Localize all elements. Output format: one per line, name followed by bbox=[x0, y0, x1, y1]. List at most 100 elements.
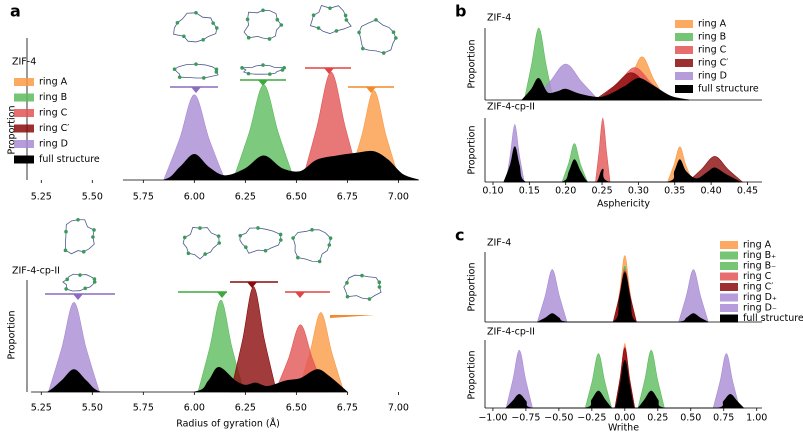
legend-label: ring B₋ bbox=[743, 261, 776, 272]
density-area bbox=[163, 94, 226, 181]
x-axis-label: Asphericity bbox=[597, 199, 650, 210]
x-tick-label: 0.40 bbox=[701, 186, 722, 197]
ring-atom bbox=[83, 286, 88, 291]
ring-structure bbox=[173, 63, 219, 79]
x-tick-label: 0.25 bbox=[647, 413, 668, 424]
ring-inset bbox=[172, 62, 219, 80]
ring-structure bbox=[64, 219, 95, 255]
ring-atom bbox=[361, 46, 365, 51]
legend-label: full structure bbox=[743, 313, 803, 324]
legend-label: full structure bbox=[698, 84, 759, 95]
chart-title: ZIF-4-cp-II bbox=[487, 102, 535, 113]
legend-swatch bbox=[14, 155, 34, 164]
ring-atom bbox=[182, 235, 187, 240]
legend-label: ring B bbox=[39, 92, 67, 103]
chart: ZIF-4-cp-II Proportion Asphericity 0.10 0.15… bbox=[467, 102, 762, 210]
chart: ZIF-4 Proportion b ring A ring B ring C ring C… bbox=[455, 2, 762, 101]
ring-atom bbox=[201, 37, 205, 42]
x-tick-label: 0.25 bbox=[591, 186, 612, 197]
ring-atom bbox=[76, 217, 80, 222]
chart-title: ZIF-4 bbox=[12, 57, 36, 68]
density-area bbox=[532, 63, 600, 101]
x-tick-label: 0.20 bbox=[555, 186, 576, 197]
ring-inset bbox=[357, 18, 398, 55]
x-tick-label: 6.75 bbox=[337, 403, 358, 414]
ring-inset bbox=[291, 228, 333, 264]
legend-swatch bbox=[675, 46, 693, 54]
ring-atom bbox=[201, 76, 206, 80]
legend-label: ring D₊ bbox=[743, 292, 777, 303]
chart-title: ZIF-4-cp-II bbox=[12, 266, 60, 277]
ring-atom bbox=[374, 18, 378, 22]
density-area bbox=[584, 353, 613, 409]
ring-atom bbox=[344, 18, 349, 22]
ring-atom bbox=[278, 232, 283, 237]
x-tick-label: −0.25 bbox=[577, 413, 606, 424]
legend-swatch bbox=[14, 124, 34, 133]
ring-atom bbox=[215, 26, 219, 30]
marker bbox=[295, 292, 305, 298]
ring-atom bbox=[381, 51, 386, 55]
ring-inset bbox=[62, 273, 97, 292]
x-tick-label: 5.75 bbox=[133, 403, 154, 414]
ring-atom bbox=[317, 259, 322, 264]
legend-swatch bbox=[720, 304, 738, 312]
ring-atom bbox=[268, 72, 272, 76]
ring-atom bbox=[186, 251, 191, 256]
ring-atom bbox=[214, 67, 219, 72]
ring-inset bbox=[173, 11, 219, 43]
legend-swatch bbox=[720, 293, 738, 302]
ring-atom bbox=[311, 13, 316, 18]
ring-atom bbox=[194, 11, 198, 15]
panel-label: a bbox=[10, 2, 21, 21]
x-tick-label: 0.00 bbox=[614, 413, 635, 424]
legend-swatch bbox=[675, 72, 693, 80]
ring-atom bbox=[291, 236, 295, 240]
x-tick-label: 5.50 bbox=[82, 192, 103, 203]
legend-swatch bbox=[14, 93, 34, 102]
x-tick-label: 6.75 bbox=[337, 192, 358, 203]
ring-atom bbox=[296, 255, 300, 260]
y-axis-label: Proportion bbox=[7, 310, 18, 359]
ring-atom bbox=[310, 228, 314, 232]
legend-label: ring A bbox=[39, 77, 68, 88]
ring-atom bbox=[345, 294, 350, 299]
ring-atom bbox=[92, 277, 97, 281]
ring-atom bbox=[198, 226, 202, 230]
density-area bbox=[637, 349, 665, 409]
ring-atom bbox=[92, 280, 97, 284]
legend-label: ring D bbox=[39, 139, 68, 150]
chart-title: ZIF-4-cp-II bbox=[487, 327, 535, 338]
density-area bbox=[505, 359, 745, 409]
ring-inset bbox=[243, 8, 284, 41]
legend-swatch bbox=[14, 109, 34, 117]
legend-label: ring A bbox=[743, 240, 772, 251]
ring-atom bbox=[267, 37, 272, 41]
x-tick-label: 7.00 bbox=[388, 403, 409, 414]
density-area bbox=[302, 71, 361, 181]
legend-swatch bbox=[675, 33, 693, 41]
ring-atom bbox=[246, 71, 251, 76]
density-area bbox=[537, 272, 709, 323]
legend-swatch bbox=[720, 314, 738, 323]
marker bbox=[324, 68, 334, 74]
marker bbox=[191, 87, 201, 93]
density-area bbox=[678, 269, 709, 323]
chart-title: ZIF-4 bbox=[487, 13, 511, 24]
ring-atom bbox=[343, 13, 348, 18]
panel-label: b bbox=[455, 2, 466, 21]
x-tick-label: 0.75 bbox=[713, 413, 734, 424]
ring-inset bbox=[343, 273, 382, 301]
density-area bbox=[595, 117, 611, 183]
legend-swatch bbox=[720, 241, 738, 249]
ring-structure bbox=[292, 229, 331, 262]
legend-label: ring C′ bbox=[743, 282, 773, 293]
ring-atom bbox=[63, 248, 68, 253]
ring-atom bbox=[244, 245, 248, 249]
legend-swatch bbox=[720, 251, 738, 260]
legend-swatch bbox=[720, 272, 738, 281]
ring-atom bbox=[394, 36, 398, 40]
x-tick-label: 6.50 bbox=[286, 403, 307, 414]
legend-label: ring C bbox=[743, 271, 772, 282]
